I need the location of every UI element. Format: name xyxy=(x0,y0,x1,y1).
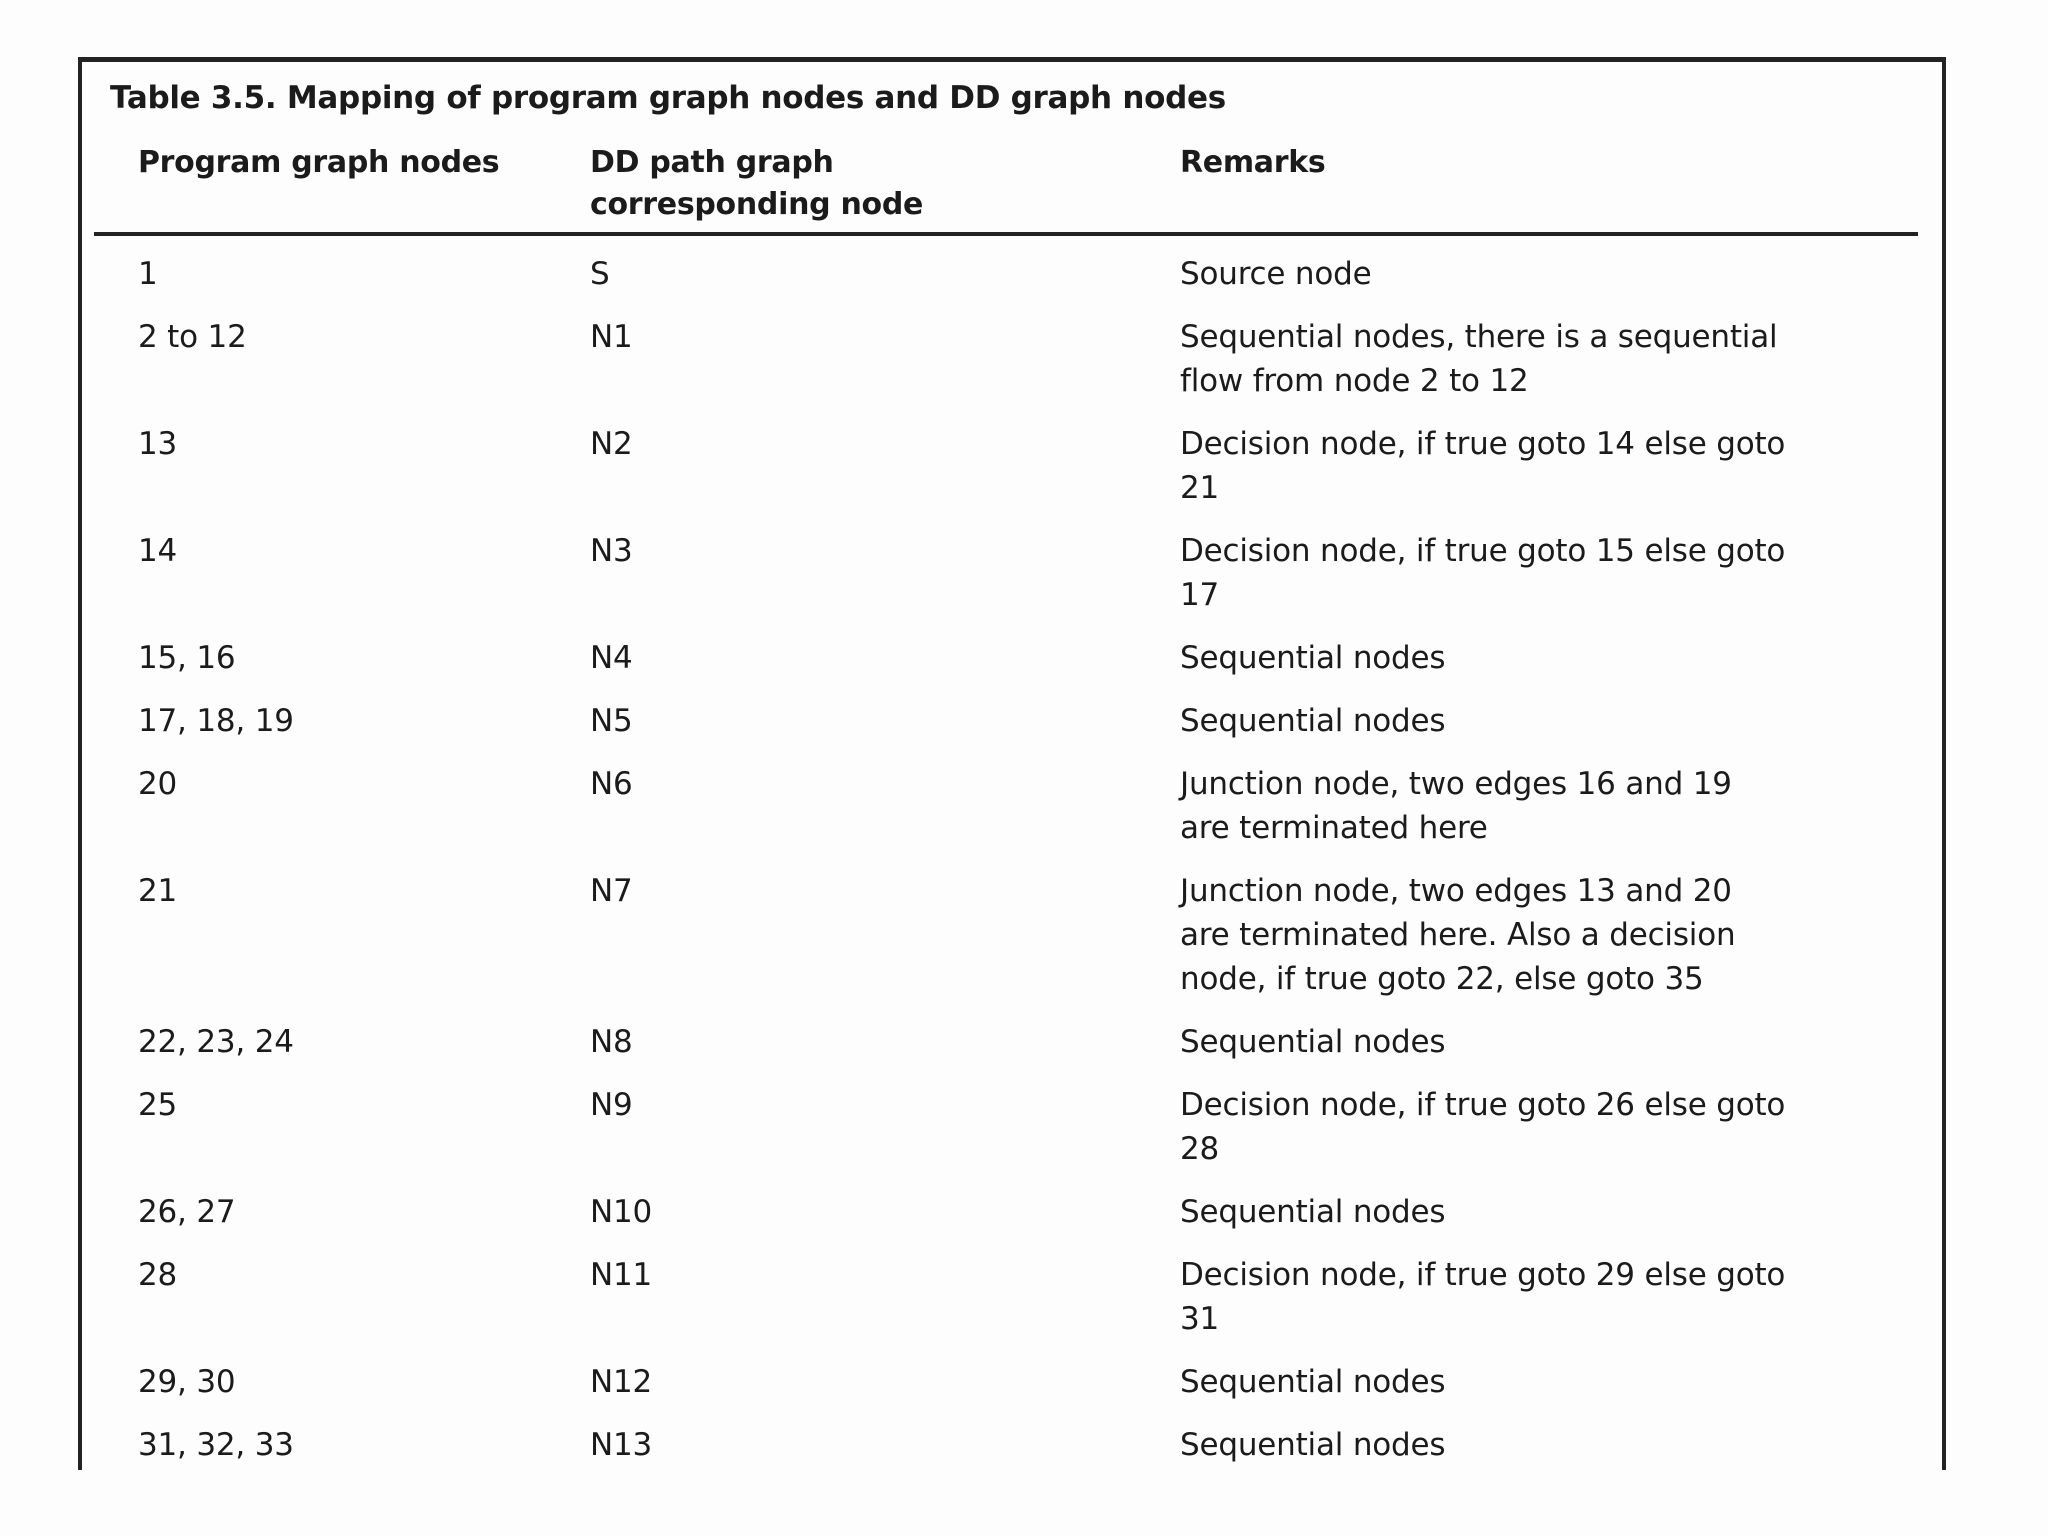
table-row: 2 to 12 N1 Sequential nodes, there is a … xyxy=(138,315,1922,403)
cell-program-graph-nodes: 13 xyxy=(138,426,178,462)
column-header-dd-path-graph-corresponding-node: DD path graph corresponding node xyxy=(590,145,924,222)
cell-remarks: Junction node, two edges 16 and 19 are t… xyxy=(1180,766,1732,846)
cell-dd-path-graph-node: N7 xyxy=(590,873,633,909)
cell-remarks: Decision node, if true goto 26 else goto… xyxy=(1180,1087,1786,1167)
table-row: 20 N6 Junction node, two edges 16 and 19… xyxy=(138,762,1922,850)
cell-dd-path-graph-node: N5 xyxy=(590,703,633,739)
table-header-row: Program graph nodes DD path graph corres… xyxy=(138,142,1922,226)
cell-program-graph-nodes: 20 xyxy=(138,766,178,802)
cell-program-graph-nodes: 17, 18, 19 xyxy=(138,703,294,739)
cell-remarks: Sequential nodes xyxy=(1180,640,1446,676)
cell-remarks: Decision node, if true goto 14 else goto… xyxy=(1180,426,1786,506)
cell-remarks: Sequential nodes xyxy=(1180,1427,1446,1463)
table-row: 29, 30 N12 Sequential nodes xyxy=(138,1360,1922,1404)
column-header-remarks: Remarks xyxy=(1180,145,1326,180)
table-row: 21 N7 Junction node, two edges 13 and 20… xyxy=(138,869,1922,1001)
cell-dd-path-graph-node: N10 xyxy=(590,1194,653,1230)
cell-dd-path-graph-node: N8 xyxy=(590,1024,633,1060)
table-row: 15, 16 N4 Sequential nodes xyxy=(138,636,1922,680)
cell-program-graph-nodes: 14 xyxy=(138,533,178,569)
cell-dd-path-graph-node: N6 xyxy=(590,766,633,802)
cell-dd-path-graph-node: N11 xyxy=(590,1257,653,1293)
column-header-program-graph-nodes: Program graph nodes xyxy=(138,145,500,180)
cell-program-graph-nodes: 2 to 12 xyxy=(138,319,247,355)
cell-remarks: Sequential nodes xyxy=(1180,703,1446,739)
cell-remarks: Source node xyxy=(1180,256,1372,292)
cell-dd-path-graph-node: N4 xyxy=(590,640,633,676)
cell-dd-path-graph-node: N9 xyxy=(590,1087,633,1123)
cell-remarks: Decision node, if true goto 15 else goto… xyxy=(1180,533,1786,613)
header-divider xyxy=(94,232,1918,236)
cell-remarks: Junction node, two edges 13 and 20 are t… xyxy=(1180,873,1736,997)
cell-program-graph-nodes: 26, 27 xyxy=(138,1194,236,1230)
table-row: 31, 32, 33 N13 Sequential nodes xyxy=(138,1423,1922,1467)
cell-remarks: Sequential nodes xyxy=(1180,1364,1446,1400)
cell-program-graph-nodes: 29, 30 xyxy=(138,1364,236,1400)
cell-program-graph-nodes: 21 xyxy=(138,873,178,909)
table-row: 14 N3 Decision node, if true goto 15 els… xyxy=(138,529,1922,617)
cell-program-graph-nodes: 15, 16 xyxy=(138,640,236,676)
cell-remarks: Sequential nodes xyxy=(1180,1024,1446,1060)
cell-program-graph-nodes: 25 xyxy=(138,1087,178,1123)
table-row: 13 N2 Decision node, if true goto 14 els… xyxy=(138,422,1922,510)
table-title: Table 3.5. Mapping of program graph node… xyxy=(110,80,1226,116)
table-row: 22, 23, 24 N8 Sequential nodes xyxy=(138,1020,1922,1064)
table-row: 25 N9 Decision node, if true goto 26 els… xyxy=(138,1083,1922,1171)
cell-dd-path-graph-node: S xyxy=(590,256,610,292)
cell-dd-path-graph-node: N3 xyxy=(590,533,633,569)
cell-program-graph-nodes: 31, 32, 33 xyxy=(138,1427,294,1463)
cell-dd-path-graph-node: N13 xyxy=(590,1427,653,1463)
cell-remarks: Sequential nodes, there is a sequential … xyxy=(1180,319,1778,399)
cell-program-graph-nodes: 22, 23, 24 xyxy=(138,1024,294,1060)
cell-program-graph-nodes: 28 xyxy=(138,1257,178,1293)
cell-dd-path-graph-node: N2 xyxy=(590,426,633,462)
table-row: 1 S Source node xyxy=(138,252,1922,296)
cell-dd-path-graph-node: N12 xyxy=(590,1364,653,1400)
cell-dd-path-graph-node: N1 xyxy=(590,319,633,355)
table-body: 1 S Source node 2 to 12 N1 Sequential no… xyxy=(138,252,1922,1467)
cell-remarks: Sequential nodes xyxy=(1180,1194,1446,1230)
table-3-5-box: Table 3.5. Mapping of program graph node… xyxy=(78,57,1946,1470)
table-row: 17, 18, 19 N5 Sequential nodes xyxy=(138,699,1922,743)
cell-program-graph-nodes: 1 xyxy=(138,256,158,292)
table-row: 28 N11 Decision node, if true goto 29 el… xyxy=(138,1253,1922,1341)
cell-remarks: Decision node, if true goto 29 else goto… xyxy=(1180,1257,1786,1337)
table-row: 26, 27 N10 Sequential nodes xyxy=(138,1190,1922,1234)
